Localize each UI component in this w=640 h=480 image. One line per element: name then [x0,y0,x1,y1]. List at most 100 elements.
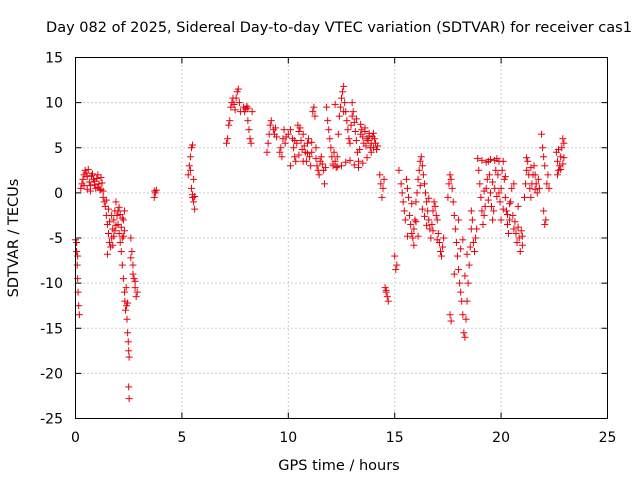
data-point [444,193,452,201]
data-point [122,284,130,292]
data-point [514,223,522,231]
data-point [120,207,128,215]
data-point [518,241,526,249]
data-point [419,171,427,179]
data-point [491,156,499,164]
data-point [408,229,416,237]
data-point [351,128,359,136]
data-point [461,333,469,341]
data-point [420,212,428,220]
data-point [281,139,289,147]
data-point [502,207,510,215]
data-point [397,180,405,188]
data-point [276,148,284,156]
data-point [325,126,333,134]
data-point [541,162,549,170]
data-point [339,88,347,96]
data-point [338,162,345,170]
data-point [98,179,106,187]
data-point [329,160,337,168]
data-point [505,229,513,237]
data-point [501,193,509,201]
data-point [82,169,90,177]
data-point [150,193,158,201]
data-point [433,216,441,224]
data-point [449,198,457,206]
data-point [118,261,126,269]
data-point [484,196,492,204]
data-point [445,180,453,188]
data-point [358,126,366,134]
data-point [326,135,334,143]
data-point [73,248,81,256]
data-point [330,148,338,156]
data-point [133,288,141,296]
data-point [280,126,288,134]
data-point [333,153,341,161]
data-point [531,185,539,193]
data-point [544,171,552,179]
data-point [286,126,294,134]
data-point [118,214,126,222]
data-point [465,261,473,269]
data-point [226,117,234,125]
data-point [495,189,503,197]
data-point [430,198,438,206]
data-point [473,225,481,233]
data-point [423,198,431,206]
data-point [97,174,105,182]
data-point [438,252,446,260]
data-point [345,135,353,143]
data-point [455,266,463,274]
data-point [352,137,360,145]
data-point [277,144,285,152]
data-point [391,252,399,260]
data-point [312,155,320,163]
data-point [83,173,91,181]
data-point [346,156,354,164]
data-point [359,133,367,141]
data-point [521,193,529,201]
data-point [267,117,275,125]
data-point [382,286,390,294]
data-point [512,229,520,237]
data-point [398,189,406,197]
data-point [459,236,467,244]
data-point [108,211,116,219]
data-point [116,239,124,247]
data-point [434,229,442,237]
data-point [380,175,388,183]
grid-lines [75,57,608,419]
data-point [503,211,511,219]
data-point [425,194,433,202]
data-point [291,137,299,145]
data-point [463,297,471,305]
data-point [453,252,461,260]
data-point [80,182,88,190]
data-point [557,153,565,161]
data-point [333,163,341,171]
data-point [415,166,423,174]
data-point [232,94,240,102]
data-point [189,141,197,149]
data-point [306,153,314,161]
data-point [534,175,542,183]
data-point [517,227,525,235]
data-point [524,157,532,165]
data-point [332,164,340,172]
data-point [296,124,304,132]
data-point [479,220,487,228]
data-point [367,148,375,156]
data-point [450,270,458,278]
data-point [414,175,422,183]
data-point [290,144,298,152]
data-point [490,207,498,215]
data-point [514,202,522,210]
data-point [455,216,463,224]
data-point [124,338,132,346]
data-point [482,158,490,166]
data-point [129,261,137,269]
data-point [225,121,233,129]
data-point [350,118,358,126]
data-point [518,232,526,240]
